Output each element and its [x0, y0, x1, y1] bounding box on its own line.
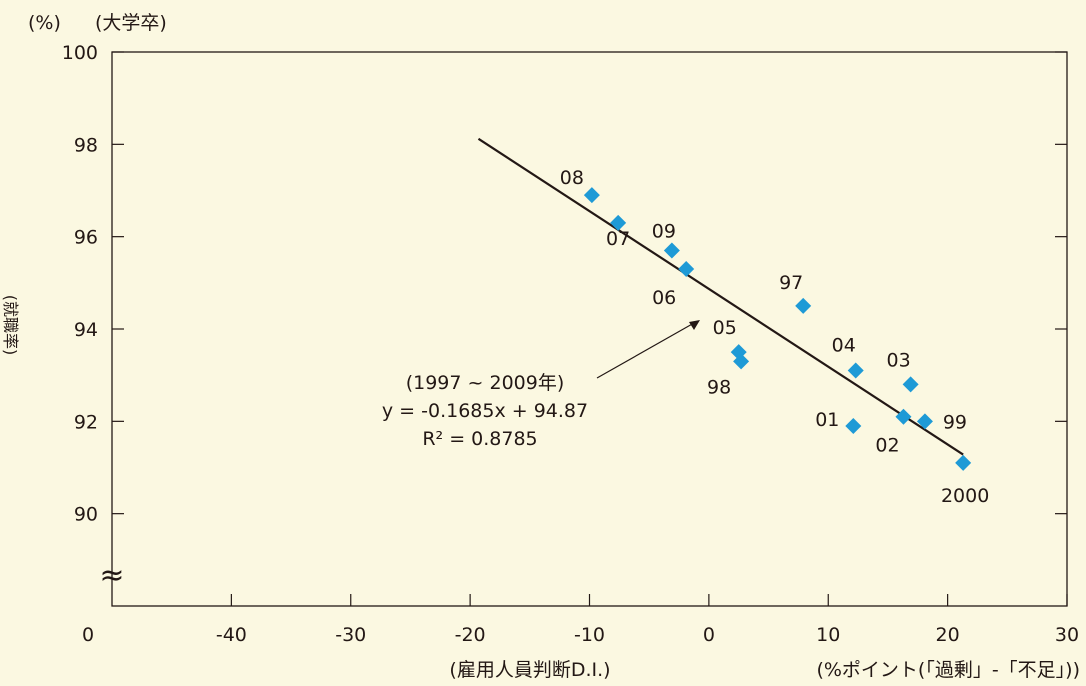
point-label: 08: [560, 167, 584, 189]
y-axis-title: (就職率): [1, 295, 20, 356]
point-labels: 08 07 09 06 97 05 98 04 03 01 02 99 2000: [560, 167, 990, 507]
point-label: 04: [832, 335, 856, 357]
point-label: 03: [887, 349, 911, 371]
data-point: [895, 408, 912, 425]
data-point: [847, 362, 864, 379]
y-unit-label: (%): [28, 12, 61, 34]
x-tick-label: 10: [816, 624, 840, 646]
chart-subtitle: (大学卒): [95, 12, 167, 34]
data-point: [845, 417, 862, 434]
trend-line: [477, 137, 964, 456]
point-label: 06: [652, 287, 676, 309]
annotation-line-1: (1997 ~ 2009年): [406, 372, 565, 394]
point-label: 99: [943, 411, 967, 433]
y-tick-label: 92: [74, 411, 98, 433]
data-points: [583, 187, 972, 471]
x-axis-title-right: (%ポイント(「過剰」-「不足」)): [816, 659, 1080, 681]
y-axis: 90 92 94 96 98 100: [62, 42, 1067, 526]
y-tick-label: 94: [74, 319, 98, 341]
y-tick-label: 90: [74, 504, 98, 526]
x-tick-label: -40: [216, 624, 247, 646]
data-point: [916, 413, 933, 430]
x-tick-label: -10: [574, 624, 605, 646]
point-label: 97: [779, 272, 803, 294]
point-label: 07: [606, 228, 630, 250]
point-label: 05: [713, 317, 737, 339]
annotation-line-3: R² = 0.8785: [422, 428, 537, 450]
annotation-arrow: [596, 322, 695, 379]
annotation-line-2: y = -0.1685x + 94.87: [382, 400, 588, 422]
y-tick-label: 96: [74, 227, 98, 249]
data-point: [610, 214, 627, 231]
y-tick-label: 98: [74, 134, 98, 156]
axis-break-symbol: ≈: [99, 558, 124, 593]
data-point: [902, 376, 919, 393]
point-label: 98: [707, 376, 731, 398]
x-tick-label: 0: [703, 624, 715, 646]
x-axis: -40 -30 -20 -10 0 10 20 30: [216, 594, 1079, 646]
data-point: [663, 242, 680, 259]
x-axis-title-left: (雇用人員判断D.I.): [449, 659, 610, 681]
annotation-arrowhead: [689, 320, 700, 330]
x-tick-label: -20: [455, 624, 486, 646]
x-origin-label: 0: [82, 624, 94, 646]
point-label: 02: [875, 435, 899, 457]
data-point: [795, 297, 812, 314]
plot-frame: [111, 51, 1068, 607]
data-point: [955, 454, 972, 471]
y-tick-label: 100: [62, 42, 98, 64]
x-tick-label: 30: [1055, 624, 1079, 646]
point-label: 01: [815, 409, 839, 431]
data-point: [583, 187, 600, 204]
x-tick-label: 20: [936, 624, 960, 646]
point-label: 2000: [941, 485, 989, 507]
point-label: 09: [652, 221, 676, 243]
data-point: [678, 260, 695, 277]
x-tick-label: -30: [335, 624, 366, 646]
data-point: [733, 353, 750, 370]
